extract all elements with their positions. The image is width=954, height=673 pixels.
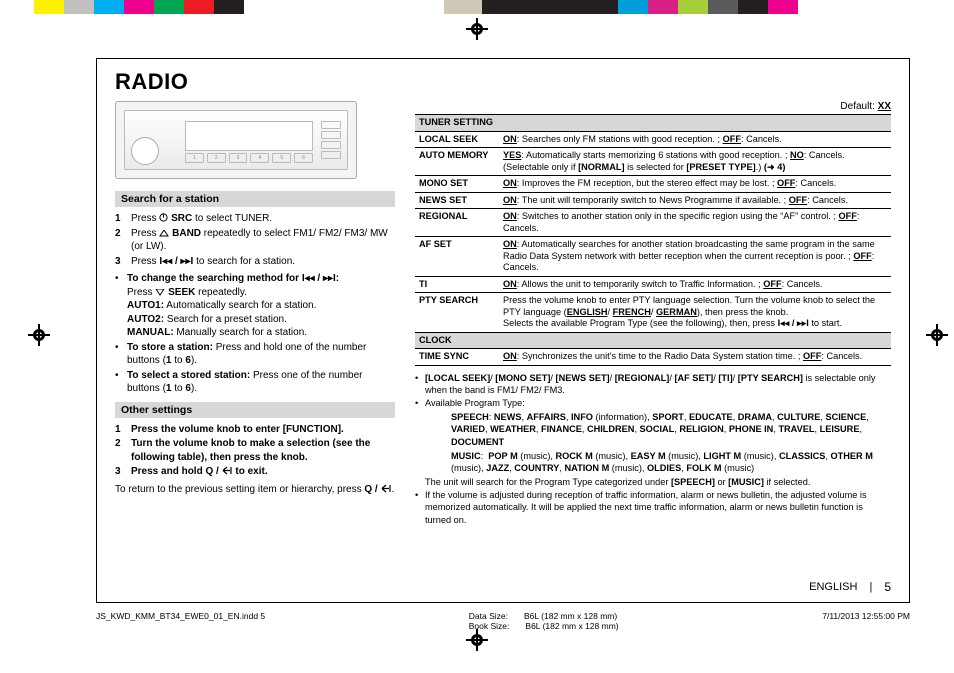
radio-illustration: 123456 <box>115 101 357 179</box>
list-item: •To change the searching method for I◂◂ … <box>115 272 395 340</box>
registration-mark-top <box>466 18 488 40</box>
list-item: •To select a stored station: Press one o… <box>115 369 395 396</box>
list-item: 2Press BAND repeatedly to select FM1/ FM… <box>115 227 395 254</box>
notes-list: •[LOCAL SEEK]/ [MONO SET]/ [NEWS SET]/ [… <box>415 372 891 527</box>
default-label: Default: XX <box>415 101 891 112</box>
footer-language: ENGLISH <box>809 581 857 593</box>
table-row: TION: Allows the unit to temporarily swi… <box>415 276 891 293</box>
tuner-settings-table: TUNER SETTINGLOCAL SEEKON: Searches only… <box>415 114 891 366</box>
list-item: •Available Program Type: <box>415 397 891 409</box>
table-row: LOCAL SEEKON: Searches only FM stations … <box>415 131 891 148</box>
footer-separator: | <box>869 581 872 593</box>
list-item: 2Turn the volume knob to make a selectio… <box>115 437 395 464</box>
left-column: 123456 Search for a station 1Press SRC t… <box>115 101 395 574</box>
table-row: NEWS SETON: The unit will temporarily sw… <box>415 192 891 209</box>
registration-mark-bottom <box>466 629 488 651</box>
section-header-search: Search for a station <box>115 191 395 207</box>
list-item: 1Press the volume knob to enter [FUNCTIO… <box>115 423 395 437</box>
table-row: MONO SETON: Improves the FM reception, b… <box>415 176 891 193</box>
other-footnote: To return to the previous setting item o… <box>115 483 395 497</box>
footer-page-number: 5 <box>884 580 891 594</box>
registration-mark-right <box>926 324 948 346</box>
list-item: 3Press and hold Q / to exit. <box>115 465 395 479</box>
color-bar <box>0 0 954 14</box>
list-item: •If the volume is adjusted during recept… <box>415 489 891 526</box>
section-header-other: Other settings <box>115 402 395 418</box>
print-timestamp: 7/11/2013 12:55:00 PM <box>822 611 910 631</box>
table-row: REGIONALON: Switches to another station … <box>415 209 891 237</box>
other-steps: 1Press the volume knob to enter [FUNCTIO… <box>115 423 395 479</box>
table-row: TUNER SETTING <box>415 115 891 132</box>
print-size-info: Data Size:B6L (182 mm x 128 mm) Book Siz… <box>469 611 619 631</box>
print-filename: JS_KWD_KMM_BT34_EWE0_01_EN.indd 5 <box>96 611 265 631</box>
search-notes: •To change the searching method for I◂◂ … <box>115 272 395 396</box>
table-row: CLOCK <box>415 332 891 349</box>
table-row: TIME SYNCON: Synchronizes the unit's tim… <box>415 349 891 366</box>
table-row: AUTO MEMORYYES: Automatically starts mem… <box>415 148 891 176</box>
list-item: •[LOCAL SEEK]/ [MONO SET]/ [NEWS SET]/ [… <box>415 372 891 397</box>
print-metadata-line: JS_KWD_KMM_BT34_EWE0_01_EN.indd 5 Data S… <box>96 611 910 631</box>
page-footer: ENGLISH | 5 <box>115 574 891 594</box>
registration-mark-left <box>28 324 50 346</box>
list-item: 1Press SRC to select TUNER. <box>115 212 395 226</box>
page-title: RADIO <box>115 69 891 95</box>
page: RADIO 123456 Search for a station 1Press… <box>96 58 910 603</box>
list-item: 3Press I◂◂ / ▸▸I to search for a station… <box>115 255 395 269</box>
table-row: PTY SEARCHPress the volume knob to enter… <box>415 293 891 333</box>
list-item: •To store a station: Press and hold one … <box>115 341 395 368</box>
table-row: AF SETON: Automatically searches for ano… <box>415 237 891 277</box>
right-column: Default: XX TUNER SETTINGLOCAL SEEKON: S… <box>415 101 891 574</box>
search-steps: 1Press SRC to select TUNER.2Press BAND r… <box>115 212 395 268</box>
